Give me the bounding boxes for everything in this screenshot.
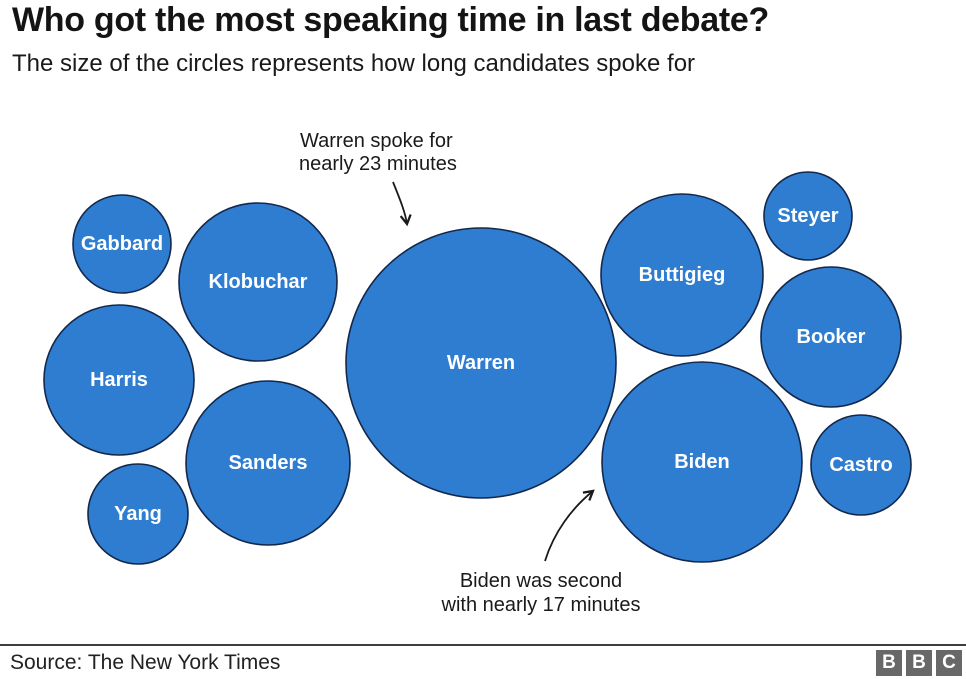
bubble-warren: [345, 227, 617, 499]
bubble-gabbard: [72, 194, 172, 294]
bubble-label-klobuchar: Klobuchar: [209, 271, 308, 293]
annotation-biden-line2: with nearly 17 minutes: [441, 594, 641, 616]
annotation-arrow-biden: [544, 489, 595, 562]
bbc-logo-letter-2: C: [936, 650, 962, 676]
bubble-label-harris: Harris: [90, 369, 148, 391]
bubble-biden: [601, 361, 803, 563]
annotation-biden-line1: Biden was second: [460, 570, 622, 592]
bubble-yang: [87, 463, 189, 565]
annotation-warren: Warren spoke for nearly 23 minutes: [299, 130, 457, 227]
bubble-label-buttigieg: Buttigieg: [639, 264, 726, 286]
page-title: Who got the most speaking time in last d…: [12, 1, 769, 39]
bubble-harris: [43, 304, 195, 456]
bubble-group: Gabbard Klobuchar Harris Yang Sanders Warren B…: [43, 171, 912, 565]
bubble-castro: [810, 414, 912, 516]
bubble-label-booker: Booker: [797, 326, 866, 348]
annotation-biden: Biden was second with nearly 17 minutes: [441, 489, 641, 616]
bubble-steyer: [763, 171, 853, 261]
bbc-logo-letter-0: B: [876, 650, 902, 676]
bubble-sanders: [185, 380, 351, 546]
bubble-klobuchar: [178, 202, 338, 362]
page-subtitle: The size of the circles represents how l…: [12, 50, 696, 77]
bubble-booker: [760, 266, 902, 408]
bubble-label-sanders: Sanders: [229, 452, 308, 474]
bubble-label-yang: Yang: [114, 503, 162, 525]
bubble-label-warren: Warren: [447, 352, 515, 374]
bubble-label-castro: Castro: [829, 454, 892, 476]
bbc-logo-letter-1: B: [906, 650, 932, 676]
footer-divider: [0, 644, 966, 646]
source-text: Source: The New York Times: [10, 651, 281, 674]
annotation-arrow-warren: [392, 181, 412, 227]
annotation-warren-line1: Warren spoke for: [300, 130, 453, 152]
bubble-label-gabbard: Gabbard: [81, 233, 163, 255]
bubble-label-steyer: Steyer: [777, 205, 838, 227]
annotation-warren-line2: nearly 23 minutes: [299, 153, 457, 175]
bubble-buttigieg: [600, 193, 764, 357]
bubble-label-biden: Biden: [674, 451, 730, 473]
